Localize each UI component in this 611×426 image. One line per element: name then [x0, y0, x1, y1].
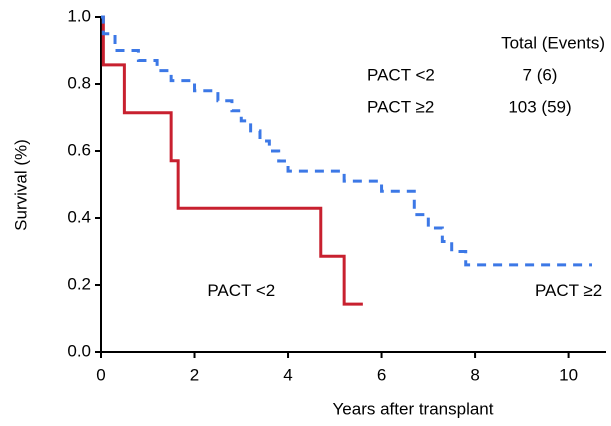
y-tick-label: 0.6	[67, 140, 91, 159]
x-tick-label: 10	[559, 365, 578, 384]
annotation: PACT ≥2	[535, 281, 602, 300]
y-tick-label: 0.4	[67, 207, 91, 226]
x-tick-label: 6	[377, 365, 386, 384]
table-cell: PACT <2	[367, 65, 435, 84]
x-tick-label: 8	[470, 365, 479, 384]
survival-curve	[101, 15, 592, 267]
y-tick-label: 0.8	[67, 73, 91, 92]
y-tick-label: 0.2	[67, 274, 91, 293]
annotation: PACT <2	[207, 281, 275, 300]
table-cell: 103 (59)	[508, 97, 571, 116]
x-tick-label: 2	[190, 365, 199, 384]
survival-curve	[101, 15, 363, 306]
x-tick-label: 0	[96, 365, 105, 384]
table-cell: PACT ≥2	[367, 97, 434, 116]
y-axis-label: Survival (%)	[11, 139, 30, 231]
x-axis-label: Years after transplant	[333, 399, 494, 418]
x-tick-label: 4	[283, 365, 292, 384]
y-tick-label: 1.0	[67, 6, 91, 25]
y-tick-label: 0.0	[67, 341, 91, 360]
table-header: Total (Events)	[501, 33, 605, 52]
table-cell: 7 (6)	[523, 65, 558, 84]
